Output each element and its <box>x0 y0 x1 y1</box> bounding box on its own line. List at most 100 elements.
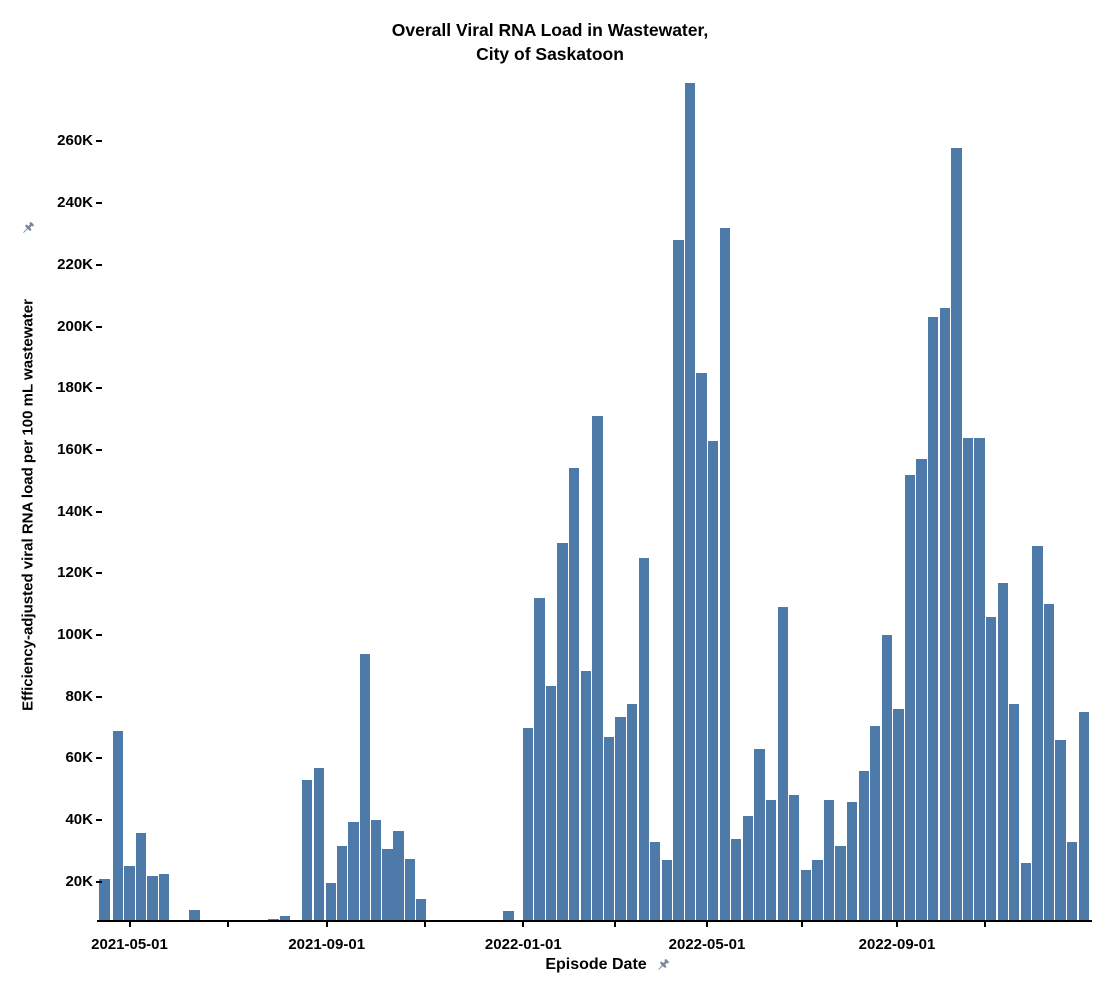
bar-mark[interactable] <box>336 846 348 921</box>
x-tick-mark <box>325 922 328 927</box>
bar-mark[interactable] <box>1043 604 1055 921</box>
bar-mark[interactable] <box>881 635 893 921</box>
bar-mark[interactable] <box>189 909 200 921</box>
x-tick-mark <box>706 922 708 927</box>
bar-mark[interactable] <box>557 542 568 921</box>
bar-mark[interactable] <box>268 918 279 921</box>
bar-mark[interactable] <box>638 557 649 921</box>
y-tick-mark <box>96 634 102 636</box>
bar-mark[interactable] <box>962 437 974 921</box>
bar-mark[interactable] <box>1009 704 1020 921</box>
y-tick-mark <box>96 140 102 143</box>
y-tick-mark <box>96 757 102 760</box>
bar-mark[interactable] <box>823 800 835 921</box>
bar-mark[interactable] <box>997 582 1008 921</box>
chart-title-line2: City of Saskatoon <box>476 44 624 64</box>
bar-mark[interactable] <box>503 911 514 921</box>
bar-mark[interactable] <box>951 147 962 921</box>
bar-mark[interactable] <box>416 898 427 921</box>
y-tick-mark <box>96 695 102 698</box>
x-axis-title: Episode Date <box>0 956 1100 974</box>
bar-mark[interactable] <box>99 878 110 921</box>
bar-mark[interactable] <box>800 869 811 921</box>
y-tick-label: 40K <box>65 811 93 829</box>
bar-mark[interactable] <box>124 866 135 921</box>
bar-mark[interactable] <box>777 607 788 921</box>
bar-mark[interactable] <box>754 749 765 921</box>
bar-mark[interactable] <box>136 832 147 921</box>
bar-mark[interactable] <box>870 726 881 921</box>
y-tick-mark <box>96 202 102 205</box>
bar-mark[interactable] <box>939 308 950 921</box>
x-axis-line <box>97 920 1092 922</box>
bar-mark[interactable] <box>684 82 696 921</box>
bar-mark[interactable] <box>1020 863 1031 921</box>
y-axis-title: Efficiency-adjusted viral RNA load per 1… <box>20 299 37 711</box>
pushpin-icon[interactable] <box>655 957 671 973</box>
x-tick-label: 2021-09-01 <box>288 936 366 953</box>
bar-mark[interactable] <box>661 860 673 921</box>
x-tick-mark <box>896 922 898 927</box>
bar-mark[interactable] <box>1032 545 1043 921</box>
bar-mark[interactable] <box>314 767 325 921</box>
bar-mark[interactable] <box>719 227 730 921</box>
y-tick-mark <box>96 510 102 513</box>
bar-mark[interactable] <box>858 770 869 921</box>
bar-mark[interactable] <box>280 915 291 921</box>
bar-mark[interactable] <box>916 459 927 921</box>
bar-mark[interactable] <box>112 730 124 921</box>
y-tick-mark <box>96 572 102 575</box>
y-tick-label: 140K <box>57 502 93 520</box>
y-tick-label: 260K <box>57 132 93 150</box>
bar-mark[interactable] <box>731 838 742 921</box>
bar-mark[interactable] <box>1078 712 1089 921</box>
y-tick-label: 60K <box>65 749 93 767</box>
bar-mark[interactable] <box>765 800 777 921</box>
bar-mark[interactable] <box>928 317 939 921</box>
bar-mark[interactable] <box>545 685 557 921</box>
bar-mark[interactable] <box>603 736 615 921</box>
bar-mark[interactable] <box>673 240 684 921</box>
bar-mark[interactable] <box>789 795 800 921</box>
bar-mark[interactable] <box>393 830 404 921</box>
bar-mark[interactable] <box>904 474 916 921</box>
bar-mark[interactable] <box>592 416 603 921</box>
bar-mark[interactable] <box>696 372 707 921</box>
pushpin-icon[interactable] <box>20 220 36 236</box>
bar-mark[interactable] <box>522 727 534 921</box>
bar-mark[interactable] <box>360 653 371 921</box>
x-tick-mark <box>227 922 230 927</box>
bar-mark[interactable] <box>1067 841 1078 921</box>
bar-mark[interactable] <box>580 670 591 921</box>
y-tick-mark <box>96 263 102 266</box>
bar-mark[interactable] <box>812 860 823 921</box>
bar-mark[interactable] <box>301 780 313 921</box>
bar-mark[interactable] <box>742 815 754 921</box>
bar-mark[interactable] <box>846 801 858 921</box>
chart-title: Overall Viral RNA Load in Wastewater, Ci… <box>0 18 1100 66</box>
bar-mark[interactable] <box>382 849 393 921</box>
bar-mark[interactable] <box>974 437 985 921</box>
bar-mark[interactable] <box>371 820 382 921</box>
bar-mark[interactable] <box>893 709 904 921</box>
y-tick-label: 200K <box>57 317 93 335</box>
y-tick-label: 180K <box>57 379 93 397</box>
bar-mark[interactable] <box>348 821 359 921</box>
x-tick-label: 2021-05-01 <box>91 936 168 953</box>
bar-mark[interactable] <box>708 440 719 921</box>
bar-mark[interactable] <box>569 468 580 921</box>
bar-mark[interactable] <box>626 704 638 921</box>
bar-mark[interactable] <box>404 858 416 921</box>
y-tick-mark <box>96 819 102 822</box>
bar-mark[interactable] <box>147 875 158 921</box>
bar-mark[interactable] <box>159 874 170 921</box>
bar-mark[interactable] <box>985 616 997 921</box>
y-tick-mark <box>96 387 102 390</box>
bar-mark[interactable] <box>325 883 337 921</box>
bar-mark[interactable] <box>615 716 626 921</box>
bar-mark[interactable] <box>650 841 661 921</box>
bar-mark[interactable] <box>835 846 846 921</box>
bar-mark[interactable] <box>534 598 545 921</box>
bar-mark[interactable] <box>1055 739 1066 921</box>
